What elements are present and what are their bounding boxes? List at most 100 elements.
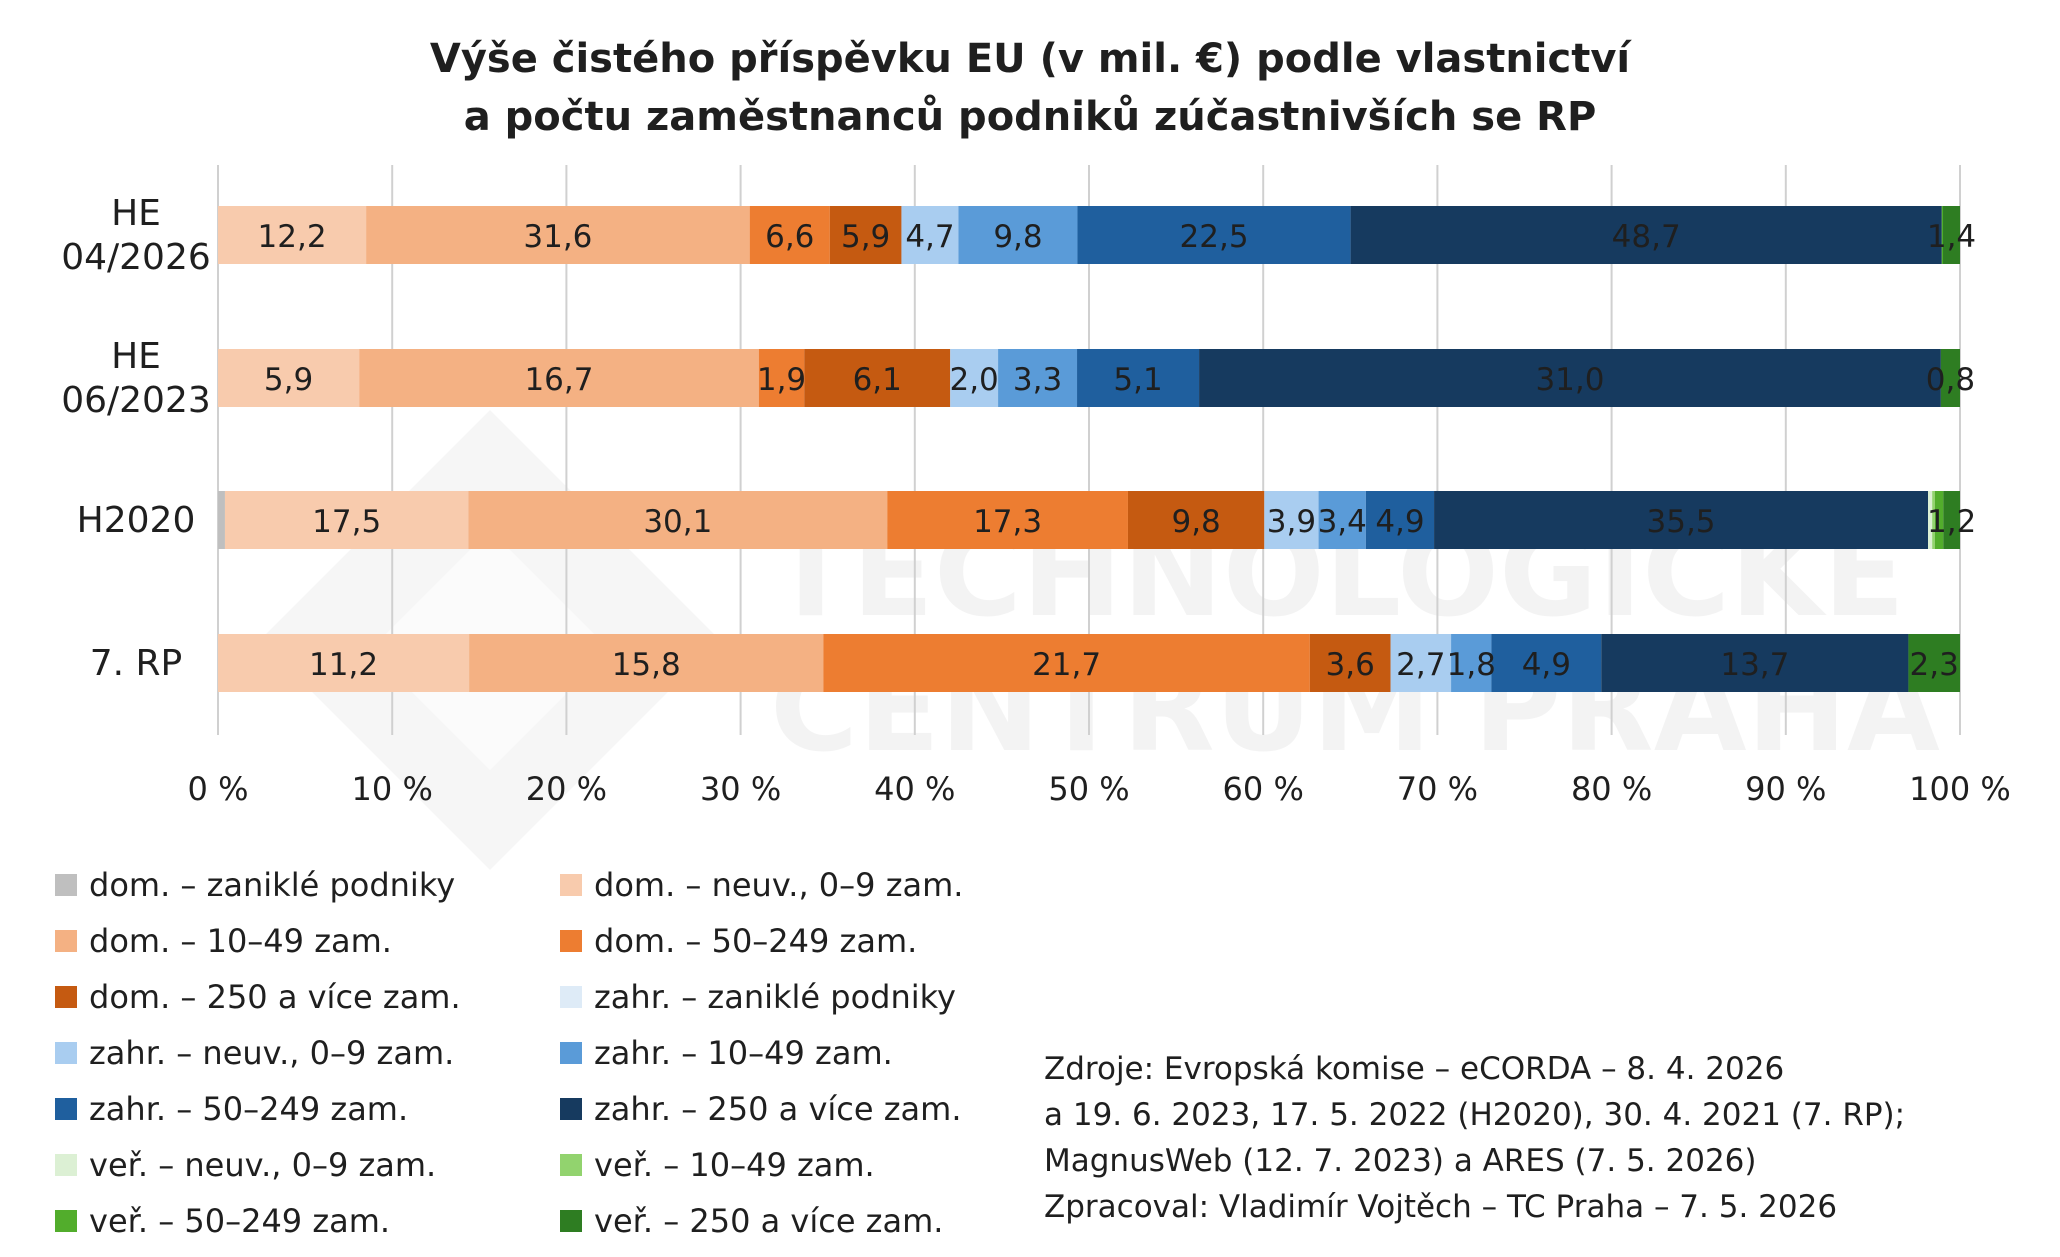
legend-item: dom. – neuv., 0–9 zam. xyxy=(560,866,963,904)
chart-title-line-1: Výše čistého příspěvku EU (v mil. €) pod… xyxy=(430,36,1633,82)
bar-segment xyxy=(1908,634,1960,692)
data-label: 3,9 xyxy=(1267,504,1316,540)
legend-label: dom. – zaniklé podniky xyxy=(89,866,455,904)
x-tick-label: 0 % xyxy=(188,770,249,808)
bar-segment xyxy=(1365,491,1435,549)
legend-label: dom. – 10–49 zam. xyxy=(89,922,392,960)
data-label: 11,2 xyxy=(309,647,378,683)
legend-item: veř. – 10–49 zam. xyxy=(560,1146,875,1184)
legend-item: dom. – 250 a více zam. xyxy=(55,978,461,1016)
source-line-4: Zpracoval: Vladimír Vojtěch – TC Praha –… xyxy=(1044,1189,1837,1225)
data-label: 4,9 xyxy=(1375,504,1424,540)
legend-swatch xyxy=(55,986,77,1008)
bar-segment xyxy=(1451,634,1492,692)
data-label: 3,3 xyxy=(1013,362,1062,398)
data-label: 35,5 xyxy=(1647,504,1716,540)
bar-segment xyxy=(1264,491,1319,549)
bar-segment xyxy=(468,491,888,549)
legend-label: dom. – 50–249 zam. xyxy=(594,922,917,960)
bar-segment xyxy=(749,206,830,264)
legend-label: zahr. – neuv., 0–9 zam. xyxy=(89,1034,454,1072)
data-label: 0,8 xyxy=(1926,362,1975,398)
legend-item: veř. – 250 a více zam. xyxy=(560,1202,943,1240)
bar-segment xyxy=(1077,349,1200,407)
bar-segment xyxy=(1127,491,1265,549)
category-label: H2020 xyxy=(77,500,196,541)
x-axis-ticks: 0 % 10 % 20 % 30 % 40 % 50 % 60 % 70 % 80 % 90 % 1… xyxy=(188,770,2011,808)
source-line-3: MagnusWeb (12. 7. 2023) a ARES (7. 5. 20… xyxy=(1044,1143,1757,1179)
bar-segment xyxy=(1934,491,1944,549)
bar-segment xyxy=(218,206,367,264)
bar-segment xyxy=(823,634,1310,692)
legend-swatch xyxy=(55,930,77,952)
data-label: 13,7 xyxy=(1720,647,1789,683)
bar-segment xyxy=(1941,206,1944,264)
legend-item: dom. – 50–249 zam. xyxy=(560,922,917,960)
legend-swatch xyxy=(55,1042,77,1064)
chart-title-line-2: a počtu zaměstnanců podniků zúčastnivšíc… xyxy=(464,93,1597,140)
legend-label: veř. – 10–49 zam. xyxy=(594,1146,875,1184)
x-tick-label: 80 % xyxy=(1571,770,1652,808)
bar-segment xyxy=(1390,634,1452,692)
data-label: 1,2 xyxy=(1927,504,1976,540)
category-label: HE xyxy=(111,193,161,234)
bar-segment xyxy=(1943,491,1960,549)
legend-item: veř. – neuv., 0–9 zam. xyxy=(55,1146,436,1184)
legend-label: zahr. – 250 a více zam. xyxy=(594,1090,961,1128)
chart-title: Výše čistého příspěvku EU (v mil. €) pod… xyxy=(430,36,1633,140)
legend-swatch xyxy=(560,1210,582,1232)
legend-label: zahr. – zaniklé podniky xyxy=(594,978,956,1016)
data-label: 4,7 xyxy=(905,219,954,255)
x-tick-label: 90 % xyxy=(1745,770,1826,808)
bars xyxy=(218,206,1960,692)
data-label: 17,3 xyxy=(973,504,1042,540)
legend-swatch xyxy=(55,1210,77,1232)
legend-swatch xyxy=(560,874,582,896)
legend-swatch xyxy=(560,1154,582,1176)
bar-segment xyxy=(950,349,999,407)
legend-swatch xyxy=(560,1042,582,1064)
bar-segment xyxy=(366,206,750,264)
data-label: 21,7 xyxy=(1032,647,1101,683)
legend-swatch xyxy=(55,1098,77,1120)
data-label: 2,7 xyxy=(1396,647,1445,683)
legend-label: zahr. – 10–49 zam. xyxy=(594,1034,893,1072)
bar-segment xyxy=(359,349,759,407)
legend-item: zahr. – 250 a více zam. xyxy=(560,1090,961,1128)
legend-swatch xyxy=(560,986,582,1008)
data-label: 12,2 xyxy=(258,219,327,255)
data-label: 1,8 xyxy=(1447,647,1496,683)
legend: dom. – zaniklé podniky dom. – neuv., 0–9 … xyxy=(55,866,963,1240)
bar-segment xyxy=(1077,206,1351,264)
data-label: 2,0 xyxy=(949,362,998,398)
x-tick-label: 50 % xyxy=(1048,770,1129,808)
legend-item: zahr. – 50–249 zam. xyxy=(55,1090,408,1128)
bar-segment xyxy=(1199,349,1941,407)
legend-label: dom. – neuv., 0–9 zam. xyxy=(594,866,963,904)
data-labels: 12,2 31,6 6,6 5,9 4,7 9,8 22,5 48,7 1,4 5,9 16,7 1,… xyxy=(258,219,1977,683)
data-label: 5,9 xyxy=(841,219,890,255)
x-tick-label: 70 % xyxy=(1397,770,1478,808)
data-label: 4,9 xyxy=(1522,647,1571,683)
bar-segment xyxy=(758,349,805,407)
legend-swatch xyxy=(560,930,582,952)
data-label: 9,8 xyxy=(993,219,1042,255)
bar-segment xyxy=(1318,491,1366,549)
bar-segment xyxy=(1940,349,1960,407)
data-label: 48,7 xyxy=(1612,219,1681,255)
data-label: 6,1 xyxy=(853,362,902,398)
bar-segment xyxy=(1491,634,1602,692)
bar-segment xyxy=(804,349,951,407)
watermark: TECHNOLOGICKÉ CENTRUM PRAHA xyxy=(370,504,1940,779)
legend-item: zahr. – neuv., 0–9 zam. xyxy=(55,1034,454,1072)
x-tick-label: 20 % xyxy=(526,770,607,808)
data-label: 31,0 xyxy=(1535,362,1604,398)
bar-segment xyxy=(1434,491,1928,549)
data-label: 2,3 xyxy=(1910,647,1959,683)
category-label: 04/2026 xyxy=(61,237,211,278)
data-label: 16,7 xyxy=(524,362,593,398)
legend-label: veř. – 250 a více zam. xyxy=(594,1202,943,1240)
legend-label: dom. – 250 a více zam. xyxy=(89,978,461,1016)
legend-item: dom. – zaniklé podniky xyxy=(55,866,455,904)
